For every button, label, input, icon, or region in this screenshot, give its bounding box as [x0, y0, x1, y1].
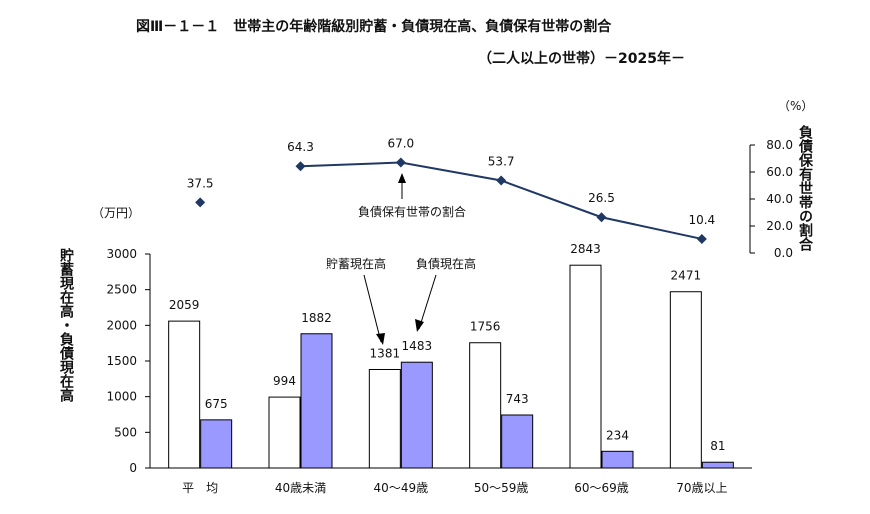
ratio-marker [395, 157, 406, 168]
x-tick-label: 40～49歳 [374, 481, 429, 495]
y-tick-label: 2000 [106, 318, 137, 332]
y-tick-label: 2500 [106, 283, 137, 297]
y-axis-title: 貯蓄現在高・負債現在高 [58, 247, 75, 403]
savings-arrow [363, 274, 382, 343]
y-tick-label: 1500 [106, 354, 137, 368]
bar-value-label: 234 [606, 428, 629, 442]
ratio-value-label: 53.7 [488, 155, 515, 169]
debt-arrow [418, 274, 437, 330]
bar-value-label: 81 [710, 439, 725, 453]
x-tick-label: 40歳未満 [275, 481, 326, 495]
bar-savings [368, 368, 401, 469]
ratio-marker [596, 212, 607, 223]
y2-axis-title: 負債保有世帯の割合 [797, 124, 814, 252]
bar-savings [669, 291, 702, 469]
y2-tick-label: 0.0 [774, 246, 793, 260]
ratio-line [300, 161, 703, 240]
bar-value-label: 1882 [301, 311, 332, 325]
ratio-value-label: 26.5 [588, 191, 615, 205]
y-tick-label: 1000 [106, 390, 137, 404]
bar-value-label: 1756 [470, 320, 501, 334]
ratio-arrowhead [398, 173, 406, 183]
bar-value-label: 2843 [570, 242, 601, 256]
x-tick-label: 平 均 [182, 481, 218, 495]
chart-subtitle: （二人以上の世帯）－2025年－ [478, 50, 685, 67]
bar-debt [701, 461, 734, 469]
bar-value-label: 675 [205, 397, 228, 411]
x-tick-label: 60～69歳 [574, 481, 629, 495]
bar-debt [400, 361, 433, 469]
ratio-value-label: 37.5 [187, 176, 214, 190]
bar-value-label: 994 [273, 374, 296, 388]
y2-unit: （%） [778, 99, 813, 113]
y-tick-label: 3000 [106, 247, 137, 261]
bar-debt [501, 414, 534, 469]
bar-value-label: 1381 [370, 346, 401, 360]
ratio-value-label: 64.3 [287, 140, 314, 154]
ratio-marker [496, 175, 507, 186]
y-tick-label: 500 [114, 425, 137, 439]
bar-savings [569, 264, 602, 469]
bar-savings [469, 342, 502, 469]
y2-tick-label: 20.0 [766, 219, 793, 233]
bar-savings [168, 320, 201, 469]
x-tick-label: 70歳以上 [676, 481, 727, 495]
ratio-marker [696, 233, 707, 244]
ratio-marker [295, 161, 306, 172]
x-tick-label: 50～59歳 [474, 481, 529, 495]
debt-arrowhead [415, 319, 424, 332]
y-unit: （万円） [92, 206, 140, 220]
ratio-value-label: 67.0 [387, 137, 414, 151]
bar-value-label: 2471 [671, 269, 702, 283]
savings-annotation: 貯蓄現在高 [326, 256, 386, 271]
chart-title: 図Ⅲ－１－１ 世帯主の年齢階級別貯蓄・負債現在高、負債保有世帯の割合 [136, 18, 612, 35]
ratio-value-label: 10.4 [688, 213, 715, 227]
bar-savings [268, 396, 301, 469]
y2-tick-label: 60.0 [766, 165, 793, 179]
y-tick-label: 0 [129, 461, 137, 475]
y2-tick-label: 80.0 [766, 138, 793, 152]
ratio-marker [195, 197, 206, 208]
bar-value-label: 1483 [402, 339, 433, 353]
bar-value-label: 743 [506, 392, 529, 406]
bar-debt [200, 419, 233, 469]
debt-annotation: 負債現在高 [416, 256, 476, 271]
bar-debt [300, 333, 333, 469]
savings-arrowhead [376, 333, 385, 345]
bar-debt [601, 450, 634, 469]
y2-tick-label: 40.0 [766, 192, 793, 206]
ratio-annotation: 負債保有世帯の割合 [358, 204, 466, 219]
bar-value-label: 2059 [169, 298, 200, 312]
